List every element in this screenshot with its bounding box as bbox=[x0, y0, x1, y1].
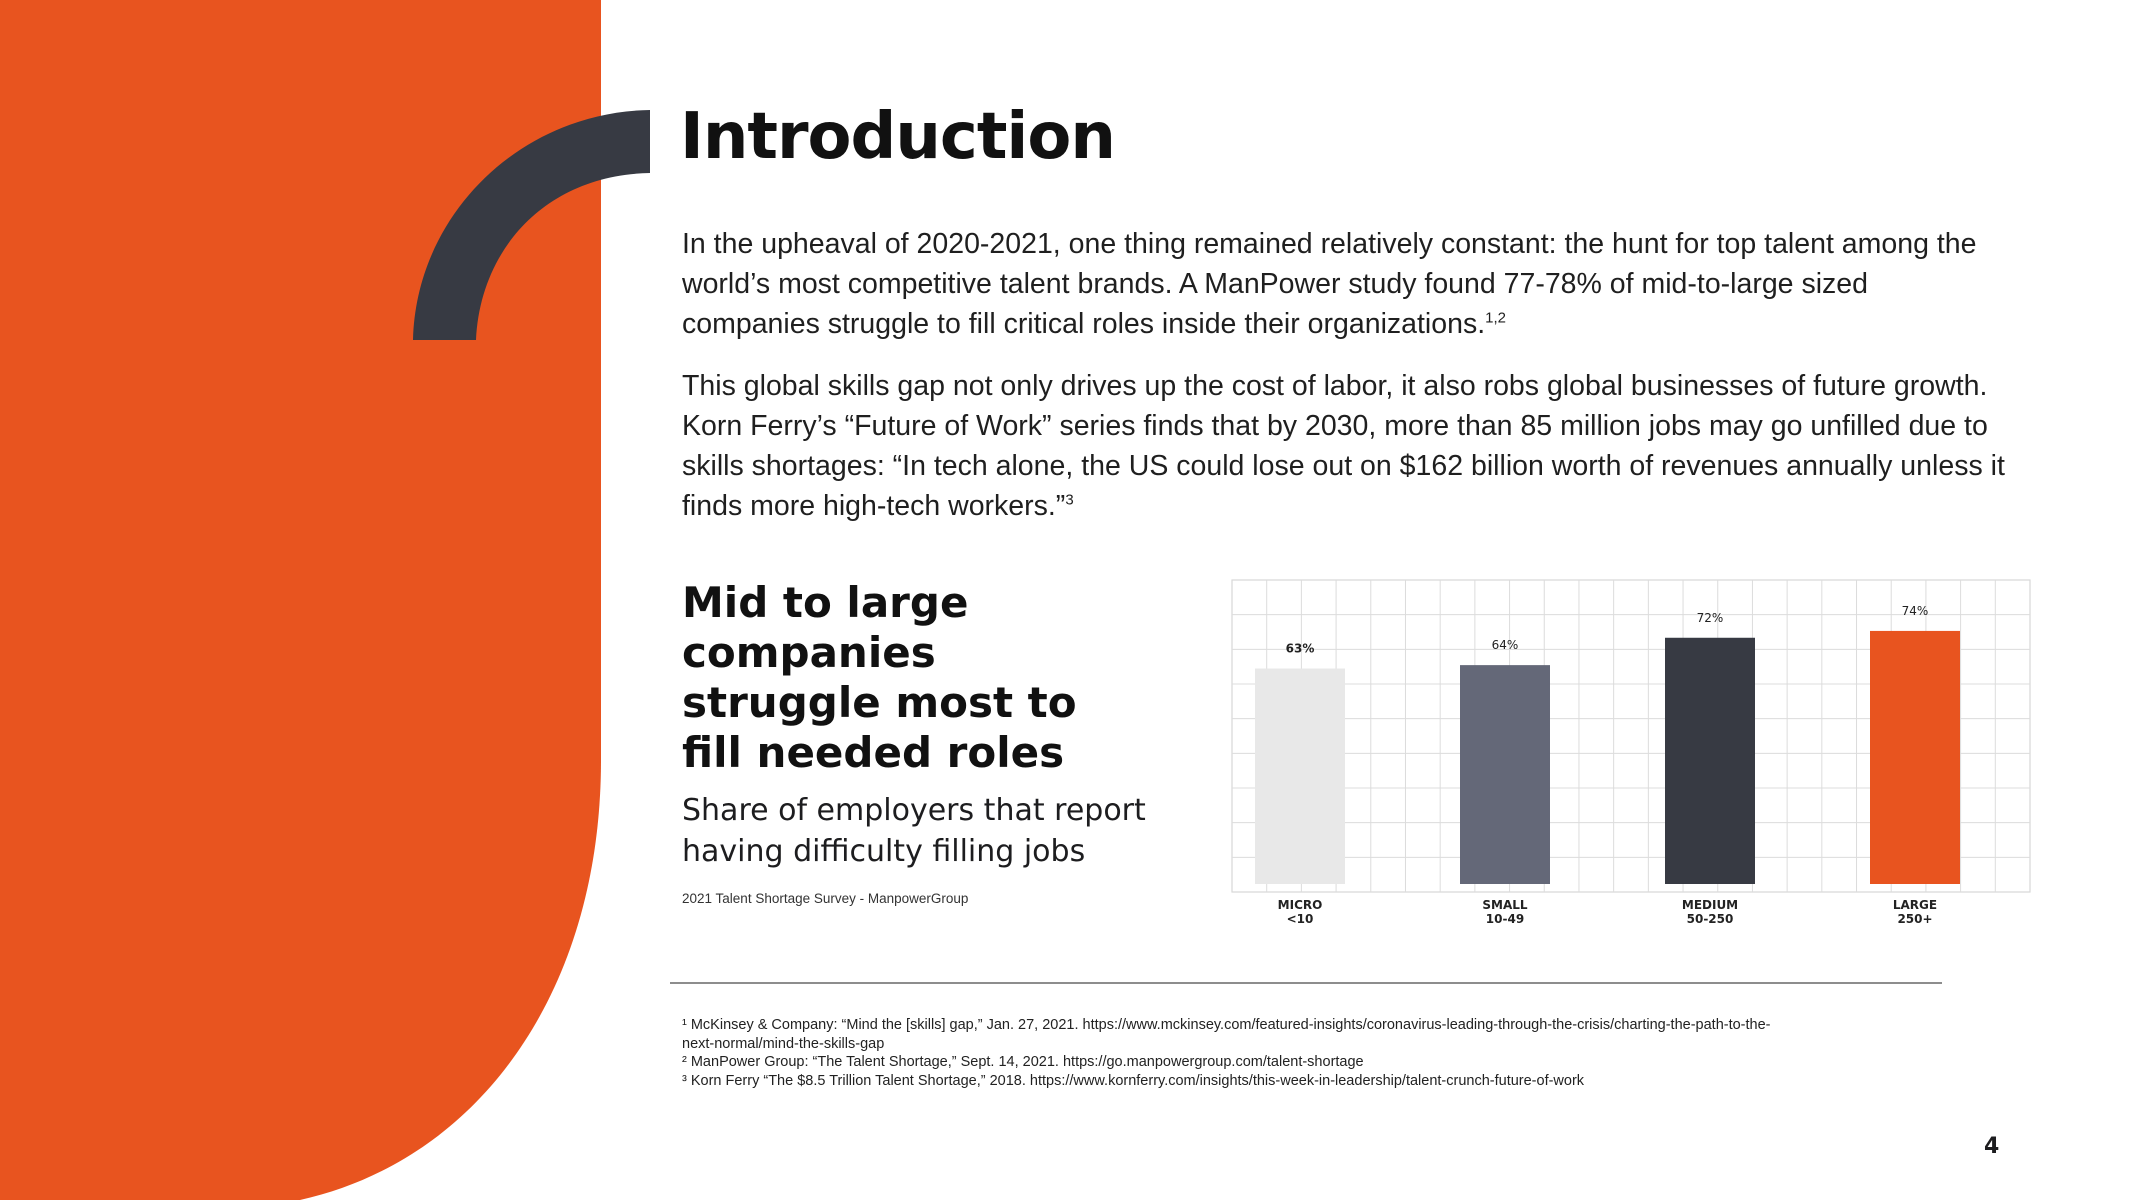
highlight-heading: Mid to large companies struggle most to … bbox=[682, 578, 1077, 777]
highlight-description: Share of employers that report having di… bbox=[682, 793, 1146, 869]
intro-text: In the upheaval of 2020-2021, one thing … bbox=[682, 224, 2012, 548]
bar bbox=[1870, 630, 1960, 884]
category-sublabel: 10-49 bbox=[1486, 912, 1524, 926]
category-label: MICRO bbox=[1278, 898, 1323, 912]
category-label: MEDIUM bbox=[1682, 898, 1738, 912]
page-title: Introduction bbox=[680, 100, 1116, 174]
chart-source: 2021 Talent Shortage Survey - ManpowerGr… bbox=[682, 891, 969, 906]
footnote-2: ² ManPower Group: “The Talent Shortage,”… bbox=[682, 1054, 1364, 1070]
decorative-background bbox=[0, 0, 650, 1200]
category-sublabel: 250+ bbox=[1897, 912, 1932, 926]
footnote-ref: 1,2 bbox=[1485, 309, 1506, 327]
intro-paragraph-1: In the upheaval of 2020-2021, one thing … bbox=[682, 228, 1977, 340]
footnote-ref: 3 bbox=[1065, 491, 1074, 509]
dark-arc-shape bbox=[413, 110, 650, 340]
footnote-divider bbox=[670, 982, 1942, 984]
data-label: 64% bbox=[1492, 638, 1519, 652]
data-label: 74% bbox=[1902, 604, 1929, 618]
intro-paragraph-2: This global skills gap not only drives u… bbox=[682, 370, 2005, 522]
bar bbox=[1255, 668, 1345, 884]
page-number: 4 bbox=[1984, 1134, 2000, 1159]
footnote-1: ¹ McKinsey & Company: “Mind the [skills]… bbox=[682, 1017, 1771, 1052]
category-label: LARGE bbox=[1893, 898, 1937, 912]
footnotes: ¹ McKinsey & Company: “Mind the [skills]… bbox=[682, 1016, 1792, 1090]
category-label: SMALL bbox=[1482, 898, 1528, 912]
category-sublabel: 50-250 bbox=[1687, 912, 1734, 926]
data-label: 72% bbox=[1697, 611, 1724, 625]
data-label: 63% bbox=[1286, 642, 1315, 656]
category-sublabel: <10 bbox=[1287, 912, 1314, 926]
footnote-3: ³ Korn Ferry “The $8.5 Trillion Talent S… bbox=[682, 1072, 1585, 1089]
bar bbox=[1665, 637, 1755, 884]
bar bbox=[1460, 665, 1550, 884]
